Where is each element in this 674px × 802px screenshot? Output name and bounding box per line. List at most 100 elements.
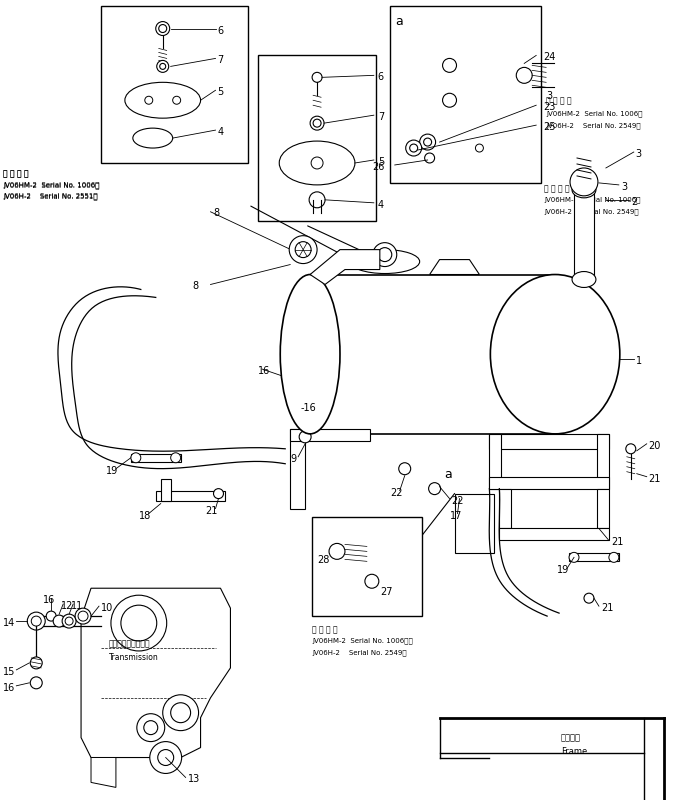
Bar — [131, 454, 181, 462]
Text: 3: 3 — [636, 149, 642, 159]
Text: 11: 11 — [71, 601, 84, 610]
Circle shape — [75, 609, 91, 624]
Text: 16: 16 — [43, 594, 55, 605]
Text: 7: 7 — [378, 112, 384, 122]
Circle shape — [570, 168, 598, 196]
Ellipse shape — [491, 275, 620, 435]
Text: a: a — [445, 467, 452, 480]
Polygon shape — [420, 131, 510, 156]
Circle shape — [111, 595, 166, 651]
Polygon shape — [429, 261, 479, 275]
Circle shape — [399, 464, 410, 475]
Text: JV06HM-2  Serial No. 1006～: JV06HM-2 Serial No. 1006～ — [3, 182, 100, 188]
Text: JV06HM-2  Serial No. 1006～: JV06HM-2 Serial No. 1006～ — [544, 196, 641, 203]
Circle shape — [156, 22, 170, 36]
Text: 6: 6 — [378, 72, 384, 83]
Bar — [489, 435, 609, 449]
Bar — [499, 489, 512, 529]
Ellipse shape — [572, 183, 596, 199]
Circle shape — [420, 135, 435, 151]
Circle shape — [214, 489, 224, 499]
Text: 14: 14 — [3, 618, 16, 627]
Text: 24: 24 — [543, 52, 555, 63]
Text: 1: 1 — [636, 356, 642, 366]
Circle shape — [65, 618, 73, 626]
Text: 4: 4 — [218, 127, 224, 137]
Circle shape — [424, 139, 431, 147]
Text: a: a — [395, 14, 402, 27]
Circle shape — [310, 117, 324, 131]
Text: 15: 15 — [3, 666, 16, 676]
Circle shape — [317, 390, 327, 399]
Circle shape — [157, 61, 168, 73]
Text: JV06HM-2  Serial No. 1006～: JV06HM-2 Serial No. 1006～ — [3, 180, 100, 188]
Text: 21: 21 — [206, 505, 218, 515]
Text: 8: 8 — [193, 282, 199, 291]
Circle shape — [173, 97, 181, 105]
Circle shape — [609, 553, 619, 563]
Circle shape — [137, 714, 164, 742]
Text: 21: 21 — [611, 537, 623, 547]
Text: 21: 21 — [601, 602, 613, 613]
Text: 適 用 号 機: 適 用 号 機 — [3, 168, 29, 178]
Polygon shape — [91, 758, 116, 788]
Circle shape — [162, 695, 199, 731]
Text: 6: 6 — [218, 26, 224, 35]
Text: 適 用 号 機: 適 用 号 機 — [312, 624, 338, 634]
Circle shape — [425, 154, 435, 164]
Text: 3: 3 — [621, 182, 627, 192]
Text: 9: 9 — [290, 453, 297, 464]
Text: 7: 7 — [218, 55, 224, 65]
Bar — [569, 553, 619, 561]
Text: 適 用 号 機: 適 用 号 機 — [544, 184, 570, 192]
Circle shape — [304, 394, 316, 406]
Ellipse shape — [280, 275, 340, 435]
Text: JV06H-2    Serial No. 2549～: JV06H-2 Serial No. 2549～ — [544, 209, 639, 215]
Circle shape — [27, 613, 45, 630]
Ellipse shape — [572, 272, 596, 288]
Circle shape — [47, 611, 56, 622]
Polygon shape — [310, 250, 380, 286]
Polygon shape — [410, 31, 420, 141]
Text: 21: 21 — [648, 473, 661, 483]
Bar — [574, 191, 594, 280]
Text: JV06HM-2  Serial No. 1006～: JV06HM-2 Serial No. 1006～ — [546, 110, 642, 116]
Circle shape — [121, 606, 157, 642]
Ellipse shape — [125, 83, 201, 119]
Text: 17: 17 — [450, 510, 462, 520]
Text: 12: 12 — [61, 601, 73, 610]
Circle shape — [329, 544, 345, 560]
Circle shape — [150, 742, 181, 773]
Text: 22: 22 — [390, 487, 402, 497]
Circle shape — [584, 593, 594, 603]
Bar — [258, 56, 376, 221]
Text: 2: 2 — [631, 196, 637, 207]
Text: 5: 5 — [378, 157, 384, 167]
Text: 22: 22 — [452, 495, 464, 505]
Ellipse shape — [279, 142, 355, 185]
Circle shape — [304, 382, 316, 394]
Circle shape — [171, 453, 181, 464]
Text: JV06H-2    Serial No. 2549～: JV06H-2 Serial No. 2549～ — [546, 122, 641, 128]
Circle shape — [516, 68, 532, 84]
Circle shape — [62, 614, 76, 628]
Text: 5: 5 — [218, 87, 224, 97]
Text: 20: 20 — [648, 440, 661, 450]
Bar — [390, 6, 541, 184]
Circle shape — [309, 192, 325, 209]
Bar — [454, 494, 494, 553]
Circle shape — [365, 574, 379, 589]
Polygon shape — [420, 31, 510, 131]
Circle shape — [31, 617, 41, 626]
Bar — [101, 6, 248, 164]
Text: JV06H-2    Serial No. 2551～: JV06H-2 Serial No. 2551～ — [3, 193, 98, 200]
Text: 18: 18 — [139, 510, 151, 520]
Circle shape — [625, 444, 636, 454]
Text: JV06HM-2  Serial No. 1006～ロ: JV06HM-2 Serial No. 1006～ロ — [312, 636, 413, 643]
Text: 13: 13 — [187, 773, 200, 784]
Text: 3: 3 — [546, 91, 552, 101]
Text: 16: 16 — [258, 366, 270, 375]
Text: 26: 26 — [373, 162, 385, 172]
Circle shape — [443, 94, 456, 108]
Text: 19: 19 — [106, 465, 118, 475]
